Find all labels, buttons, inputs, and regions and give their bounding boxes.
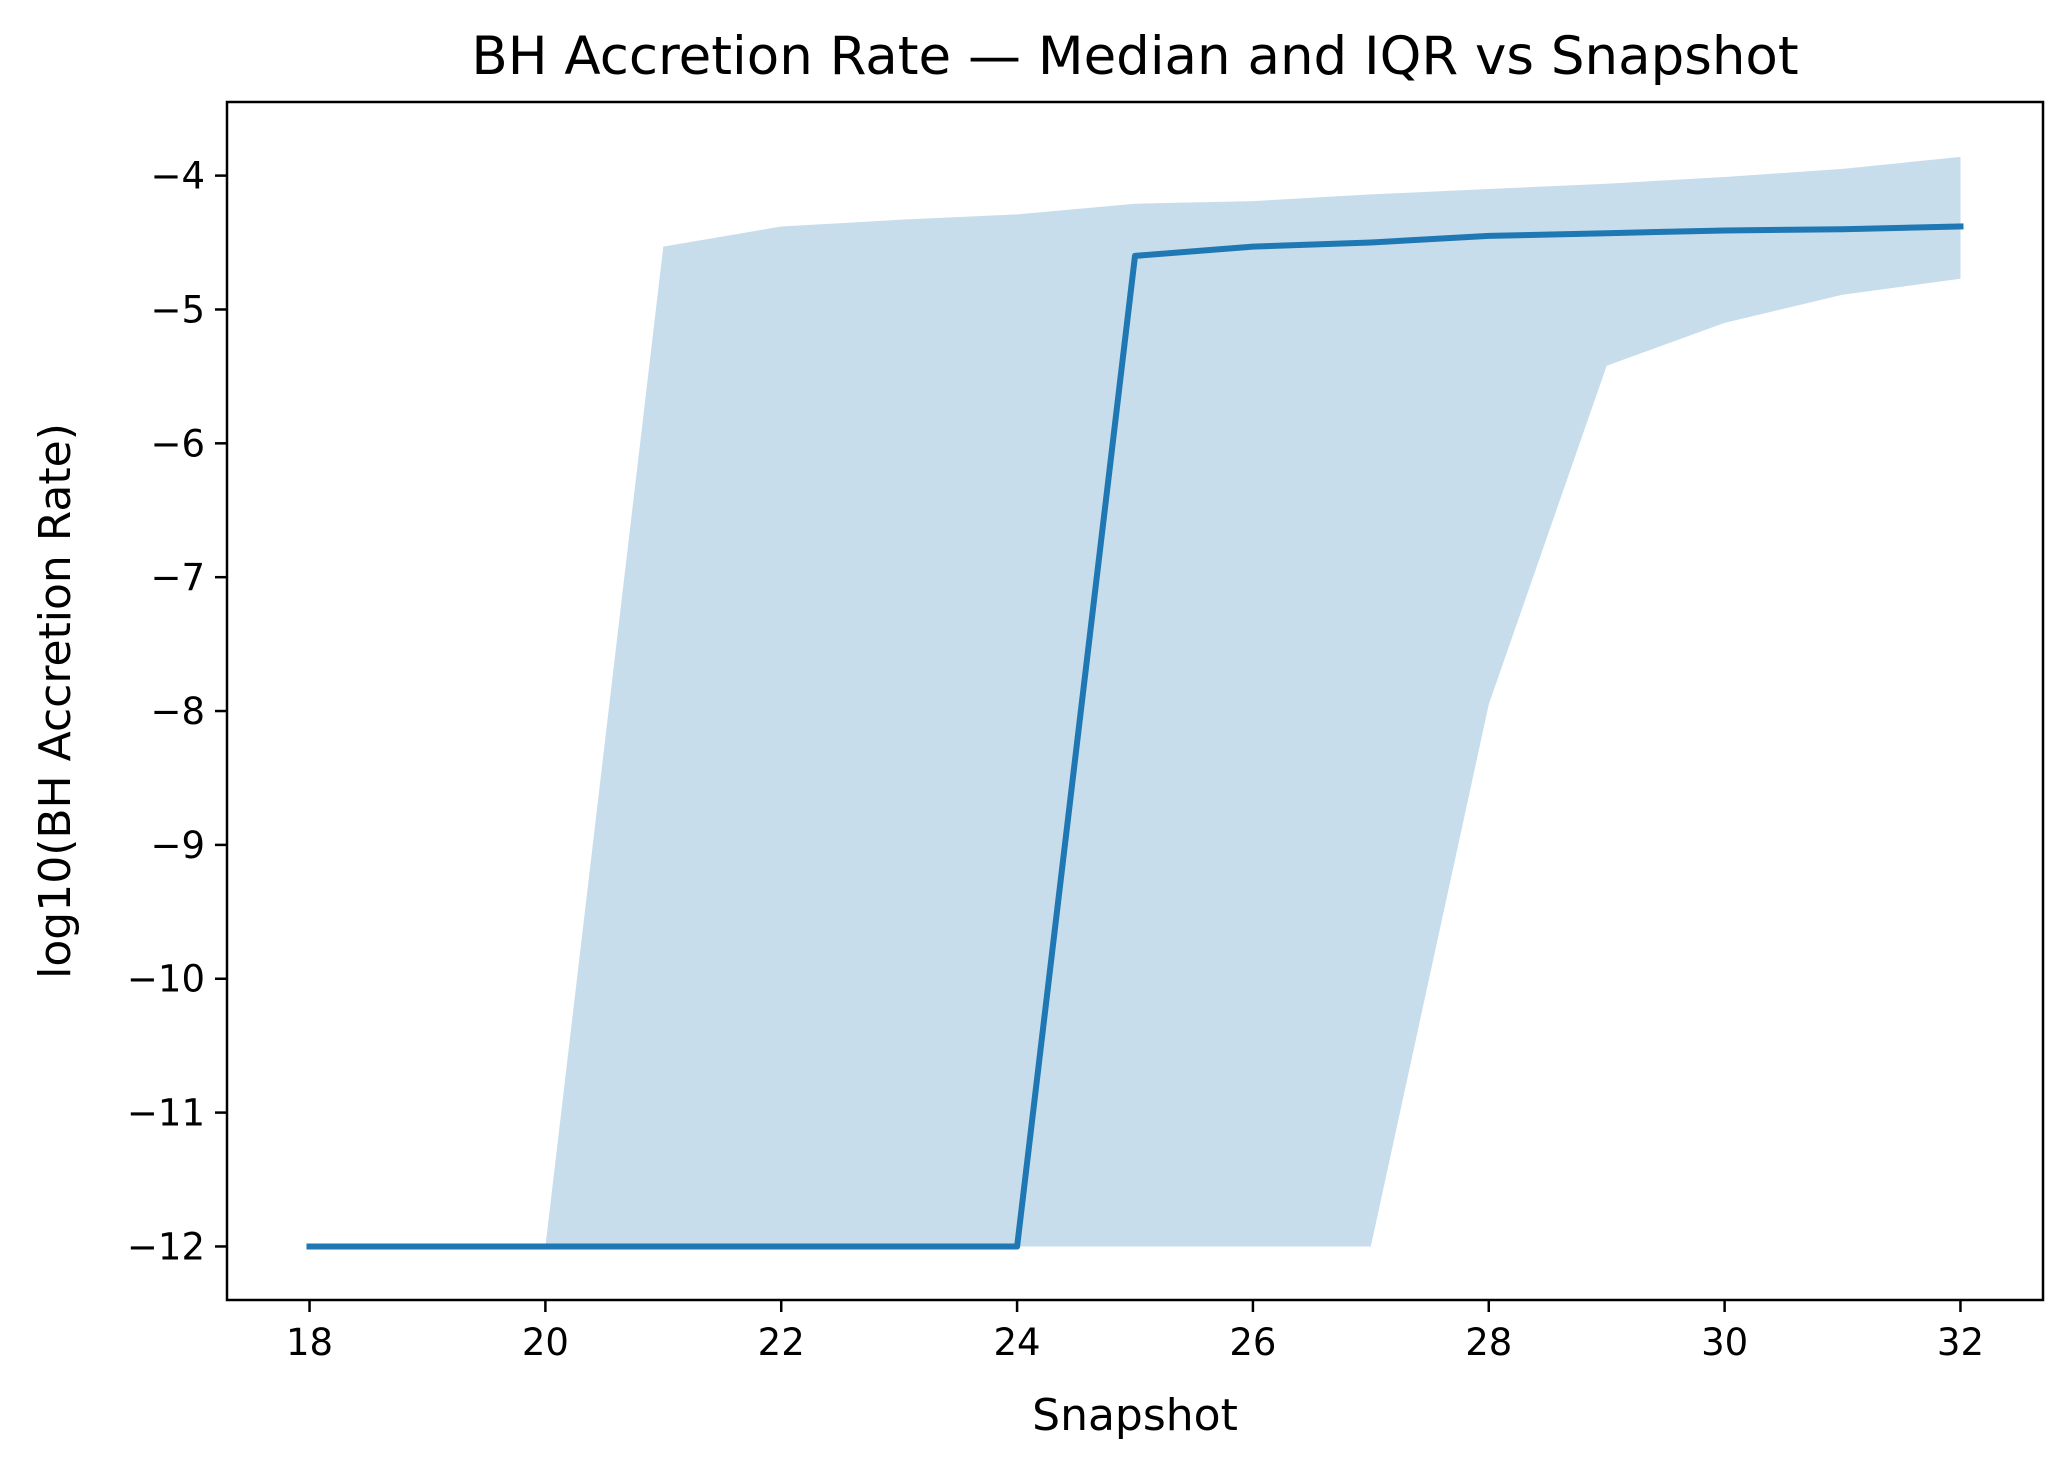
x-tick-label: 32 <box>1937 1321 1984 1364</box>
plot-content <box>306 156 1964 1250</box>
iqr-band-0 <box>309 156 1961 1247</box>
y-tick-label: −8 <box>150 690 205 733</box>
median-line-0 <box>306 223 1964 1250</box>
x-axis-title: Snapshot <box>1032 1390 1238 1441</box>
y-tick-label: −7 <box>150 556 205 599</box>
y-tick-label: −6 <box>150 422 205 465</box>
y-tick-label: −10 <box>127 958 205 1001</box>
y-tick-label: −11 <box>127 1092 205 1135</box>
x-tick-label: 20 <box>522 1321 569 1364</box>
y-tick-label: −4 <box>150 155 205 198</box>
axes-frame <box>225 100 2045 1302</box>
x-tick-label: 28 <box>1465 1321 1512 1364</box>
plot-area <box>306 156 1964 1250</box>
y-tick-label: −5 <box>150 288 205 331</box>
x-tick-label: 22 <box>758 1321 805 1364</box>
x-tick-label: 24 <box>994 1321 1041 1364</box>
x-tick-label: 18 <box>286 1321 333 1364</box>
x-tick-label: 30 <box>1701 1321 1748 1364</box>
y-tick-label: −9 <box>150 824 205 867</box>
chart-title: BH Accretion Rate — Median and IQR vs Sn… <box>471 26 1798 87</box>
y-tick-label: −12 <box>127 1225 205 1268</box>
axes: 18 20 22 24 26 28 30 32 −4 −5 −6 −7 −8 −9 −10 −11 −12 <box>127 100 2045 1364</box>
y-axis-title: log10(BH Accretion Rate) <box>30 423 81 979</box>
x-tick-label: 26 <box>1229 1321 1276 1364</box>
